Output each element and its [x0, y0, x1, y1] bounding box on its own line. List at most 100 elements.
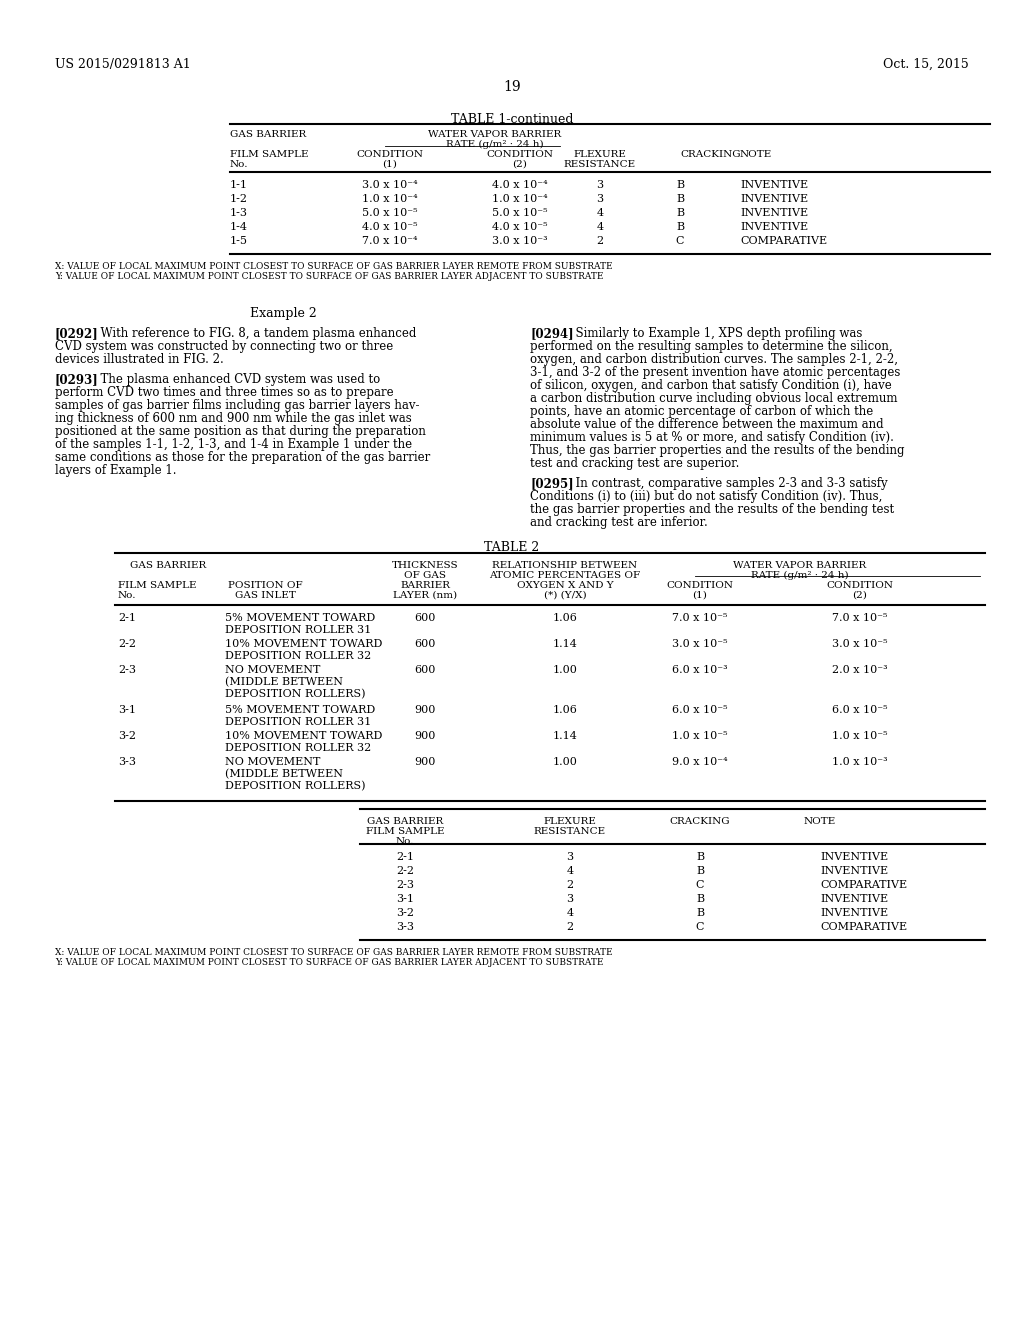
- Text: RATE (g/m² · 24 h): RATE (g/m² · 24 h): [446, 140, 544, 149]
- Text: 600: 600: [415, 639, 435, 649]
- Text: INVENTIVE: INVENTIVE: [820, 908, 888, 917]
- Text: [0293]: [0293]: [55, 374, 98, 385]
- Text: The plasma enhanced CVD system was used to: The plasma enhanced CVD system was used …: [93, 374, 380, 385]
- Text: NOTE: NOTE: [804, 817, 837, 826]
- Text: 4: 4: [566, 908, 573, 917]
- Text: 3.0 x 10⁻⁵: 3.0 x 10⁻⁵: [672, 639, 728, 649]
- Text: 600: 600: [415, 612, 435, 623]
- Text: US 2015/0291813 A1: US 2015/0291813 A1: [55, 58, 190, 71]
- Text: 3-1, and 3-2 of the present invention have atomic percentages: 3-1, and 3-2 of the present invention ha…: [530, 366, 900, 379]
- Text: 2-3: 2-3: [118, 665, 136, 675]
- Text: OXYGEN X AND Y: OXYGEN X AND Y: [517, 581, 613, 590]
- Text: INVENTIVE: INVENTIVE: [740, 194, 808, 205]
- Text: CVD system was constructed by connecting two or three: CVD system was constructed by connecting…: [55, 341, 393, 352]
- Text: CONDITION: CONDITION: [356, 150, 424, 158]
- Text: positioned at the same position as that during the preparation: positioned at the same position as that …: [55, 425, 426, 438]
- Text: FLEXURE: FLEXURE: [573, 150, 627, 158]
- Text: 3-2: 3-2: [118, 731, 136, 741]
- Text: ATOMIC PERCENTAGES OF: ATOMIC PERCENTAGES OF: [489, 572, 641, 579]
- Text: (MIDDLE BETWEEN: (MIDDLE BETWEEN: [225, 677, 343, 688]
- Text: 2-1: 2-1: [396, 851, 414, 862]
- Text: GAS BARRIER: GAS BARRIER: [130, 561, 206, 570]
- Text: performed on the resulting samples to determine the silicon,: performed on the resulting samples to de…: [530, 341, 893, 352]
- Text: Similarly to Example 1, XPS depth profiling was: Similarly to Example 1, XPS depth profil…: [568, 327, 862, 341]
- Text: (2): (2): [513, 160, 527, 169]
- Text: 3.0 x 10⁻⁵: 3.0 x 10⁻⁵: [833, 639, 888, 649]
- Text: 2-1: 2-1: [118, 612, 136, 623]
- Text: ing thickness of 600 nm and 900 nm while the gas inlet was: ing thickness of 600 nm and 900 nm while…: [55, 412, 412, 425]
- Text: (MIDDLE BETWEEN: (MIDDLE BETWEEN: [225, 770, 343, 779]
- Text: 3-1: 3-1: [118, 705, 136, 715]
- Text: Y: VALUE OF LOCAL MAXIMUM POINT CLOSEST TO SURFACE OF GAS BARRIER LAYER ADJACENT: Y: VALUE OF LOCAL MAXIMUM POINT CLOSEST …: [55, 272, 603, 281]
- Text: B: B: [696, 851, 705, 862]
- Text: With reference to FIG. 8, a tandem plasma enhanced: With reference to FIG. 8, a tandem plasm…: [93, 327, 417, 341]
- Text: INVENTIVE: INVENTIVE: [740, 180, 808, 190]
- Text: CONDITION: CONDITION: [826, 581, 894, 590]
- Text: B: B: [676, 194, 684, 205]
- Text: NO MOVEMENT: NO MOVEMENT: [225, 756, 321, 767]
- Text: 4: 4: [596, 222, 603, 232]
- Text: 3: 3: [596, 180, 603, 190]
- Text: RESISTANCE: RESISTANCE: [564, 160, 636, 169]
- Text: same conditions as those for the preparation of the gas barrier: same conditions as those for the prepara…: [55, 451, 430, 465]
- Text: 3-1: 3-1: [396, 894, 414, 904]
- Text: 4.0 x 10⁻⁵: 4.0 x 10⁻⁵: [362, 222, 418, 232]
- Text: 3-3: 3-3: [118, 756, 136, 767]
- Text: FILM SAMPLE: FILM SAMPLE: [118, 581, 197, 590]
- Text: [0292]: [0292]: [55, 327, 98, 341]
- Text: GAS INLET: GAS INLET: [234, 591, 296, 601]
- Text: DEPOSITION ROLLER 32: DEPOSITION ROLLER 32: [225, 651, 372, 661]
- Text: 1.06: 1.06: [553, 612, 578, 623]
- Text: CONDITION: CONDITION: [486, 150, 554, 158]
- Text: 9.0 x 10⁻⁴: 9.0 x 10⁻⁴: [672, 756, 728, 767]
- Text: DEPOSITION ROLLERS): DEPOSITION ROLLERS): [225, 781, 366, 791]
- Text: COMPARATIVE: COMPARATIVE: [820, 880, 907, 890]
- Text: 4: 4: [566, 866, 573, 876]
- Text: WATER VAPOR BARRIER: WATER VAPOR BARRIER: [428, 129, 561, 139]
- Text: 1-3: 1-3: [230, 209, 248, 218]
- Text: INVENTIVE: INVENTIVE: [820, 894, 888, 904]
- Text: DEPOSITION ROLLER 32: DEPOSITION ROLLER 32: [225, 743, 372, 752]
- Text: 5% MOVEMENT TOWARD: 5% MOVEMENT TOWARD: [225, 612, 375, 623]
- Text: (1): (1): [383, 160, 397, 169]
- Text: perform CVD two times and three times so as to prepare: perform CVD two times and three times so…: [55, 385, 393, 399]
- Text: (2): (2): [853, 591, 867, 601]
- Text: 3.0 x 10⁻³: 3.0 x 10⁻³: [493, 236, 548, 246]
- Text: of the samples 1-1, 1-2, 1-3, and 1-4 in Example 1 under the: of the samples 1-1, 1-2, 1-3, and 1-4 in…: [55, 438, 412, 451]
- Text: 6.0 x 10⁻⁵: 6.0 x 10⁻⁵: [672, 705, 728, 715]
- Text: RELATIONSHIP BETWEEN: RELATIONSHIP BETWEEN: [493, 561, 638, 570]
- Text: devices illustrated in FIG. 2.: devices illustrated in FIG. 2.: [55, 352, 224, 366]
- Text: C: C: [695, 880, 705, 890]
- Text: B: B: [696, 894, 705, 904]
- Text: a carbon distribution curve including obvious local extremum: a carbon distribution curve including ob…: [530, 392, 897, 405]
- Text: (*) (Y/X): (*) (Y/X): [544, 591, 587, 601]
- Text: No.: No.: [118, 591, 136, 601]
- Text: NOTE: NOTE: [740, 150, 772, 158]
- Text: 6.0 x 10⁻⁵: 6.0 x 10⁻⁵: [833, 705, 888, 715]
- Text: oxygen, and carbon distribution curves. The samples 2-1, 2-2,: oxygen, and carbon distribution curves. …: [530, 352, 898, 366]
- Text: DEPOSITION ROLLER 31: DEPOSITION ROLLER 31: [225, 717, 372, 727]
- Text: 2-3: 2-3: [396, 880, 414, 890]
- Text: COMPARATIVE: COMPARATIVE: [820, 921, 907, 932]
- Text: RESISTANCE: RESISTANCE: [534, 828, 606, 836]
- Text: Y: VALUE OF LOCAL MAXIMUM POINT CLOSEST TO SURFACE OF GAS BARRIER LAYER ADJACENT: Y: VALUE OF LOCAL MAXIMUM POINT CLOSEST …: [55, 958, 603, 968]
- Text: [0294]: [0294]: [530, 327, 573, 341]
- Text: 1.14: 1.14: [553, 731, 578, 741]
- Text: 7.0 x 10⁻⁵: 7.0 x 10⁻⁵: [833, 612, 888, 623]
- Text: Oct. 15, 2015: Oct. 15, 2015: [884, 58, 969, 71]
- Text: LAYER (nm): LAYER (nm): [393, 591, 457, 601]
- Text: points, have an atomic percentage of carbon of which the: points, have an atomic percentage of car…: [530, 405, 873, 418]
- Text: INVENTIVE: INVENTIVE: [740, 222, 808, 232]
- Text: 1-5: 1-5: [230, 236, 248, 246]
- Text: 7.0 x 10⁻⁵: 7.0 x 10⁻⁵: [673, 612, 728, 623]
- Text: 4.0 x 10⁻⁴: 4.0 x 10⁻⁴: [493, 180, 548, 190]
- Text: and cracking test are inferior.: and cracking test are inferior.: [530, 516, 708, 529]
- Text: INVENTIVE: INVENTIVE: [820, 866, 888, 876]
- Text: 1-2: 1-2: [230, 194, 248, 205]
- Text: FLEXURE: FLEXURE: [544, 817, 596, 826]
- Text: 3: 3: [566, 851, 573, 862]
- Text: 2: 2: [596, 236, 603, 246]
- Text: Thus, the gas barrier properties and the results of the bending: Thus, the gas barrier properties and the…: [530, 444, 904, 457]
- Text: BARRIER: BARRIER: [400, 581, 450, 590]
- Text: 7.0 x 10⁻⁴: 7.0 x 10⁻⁴: [362, 236, 418, 246]
